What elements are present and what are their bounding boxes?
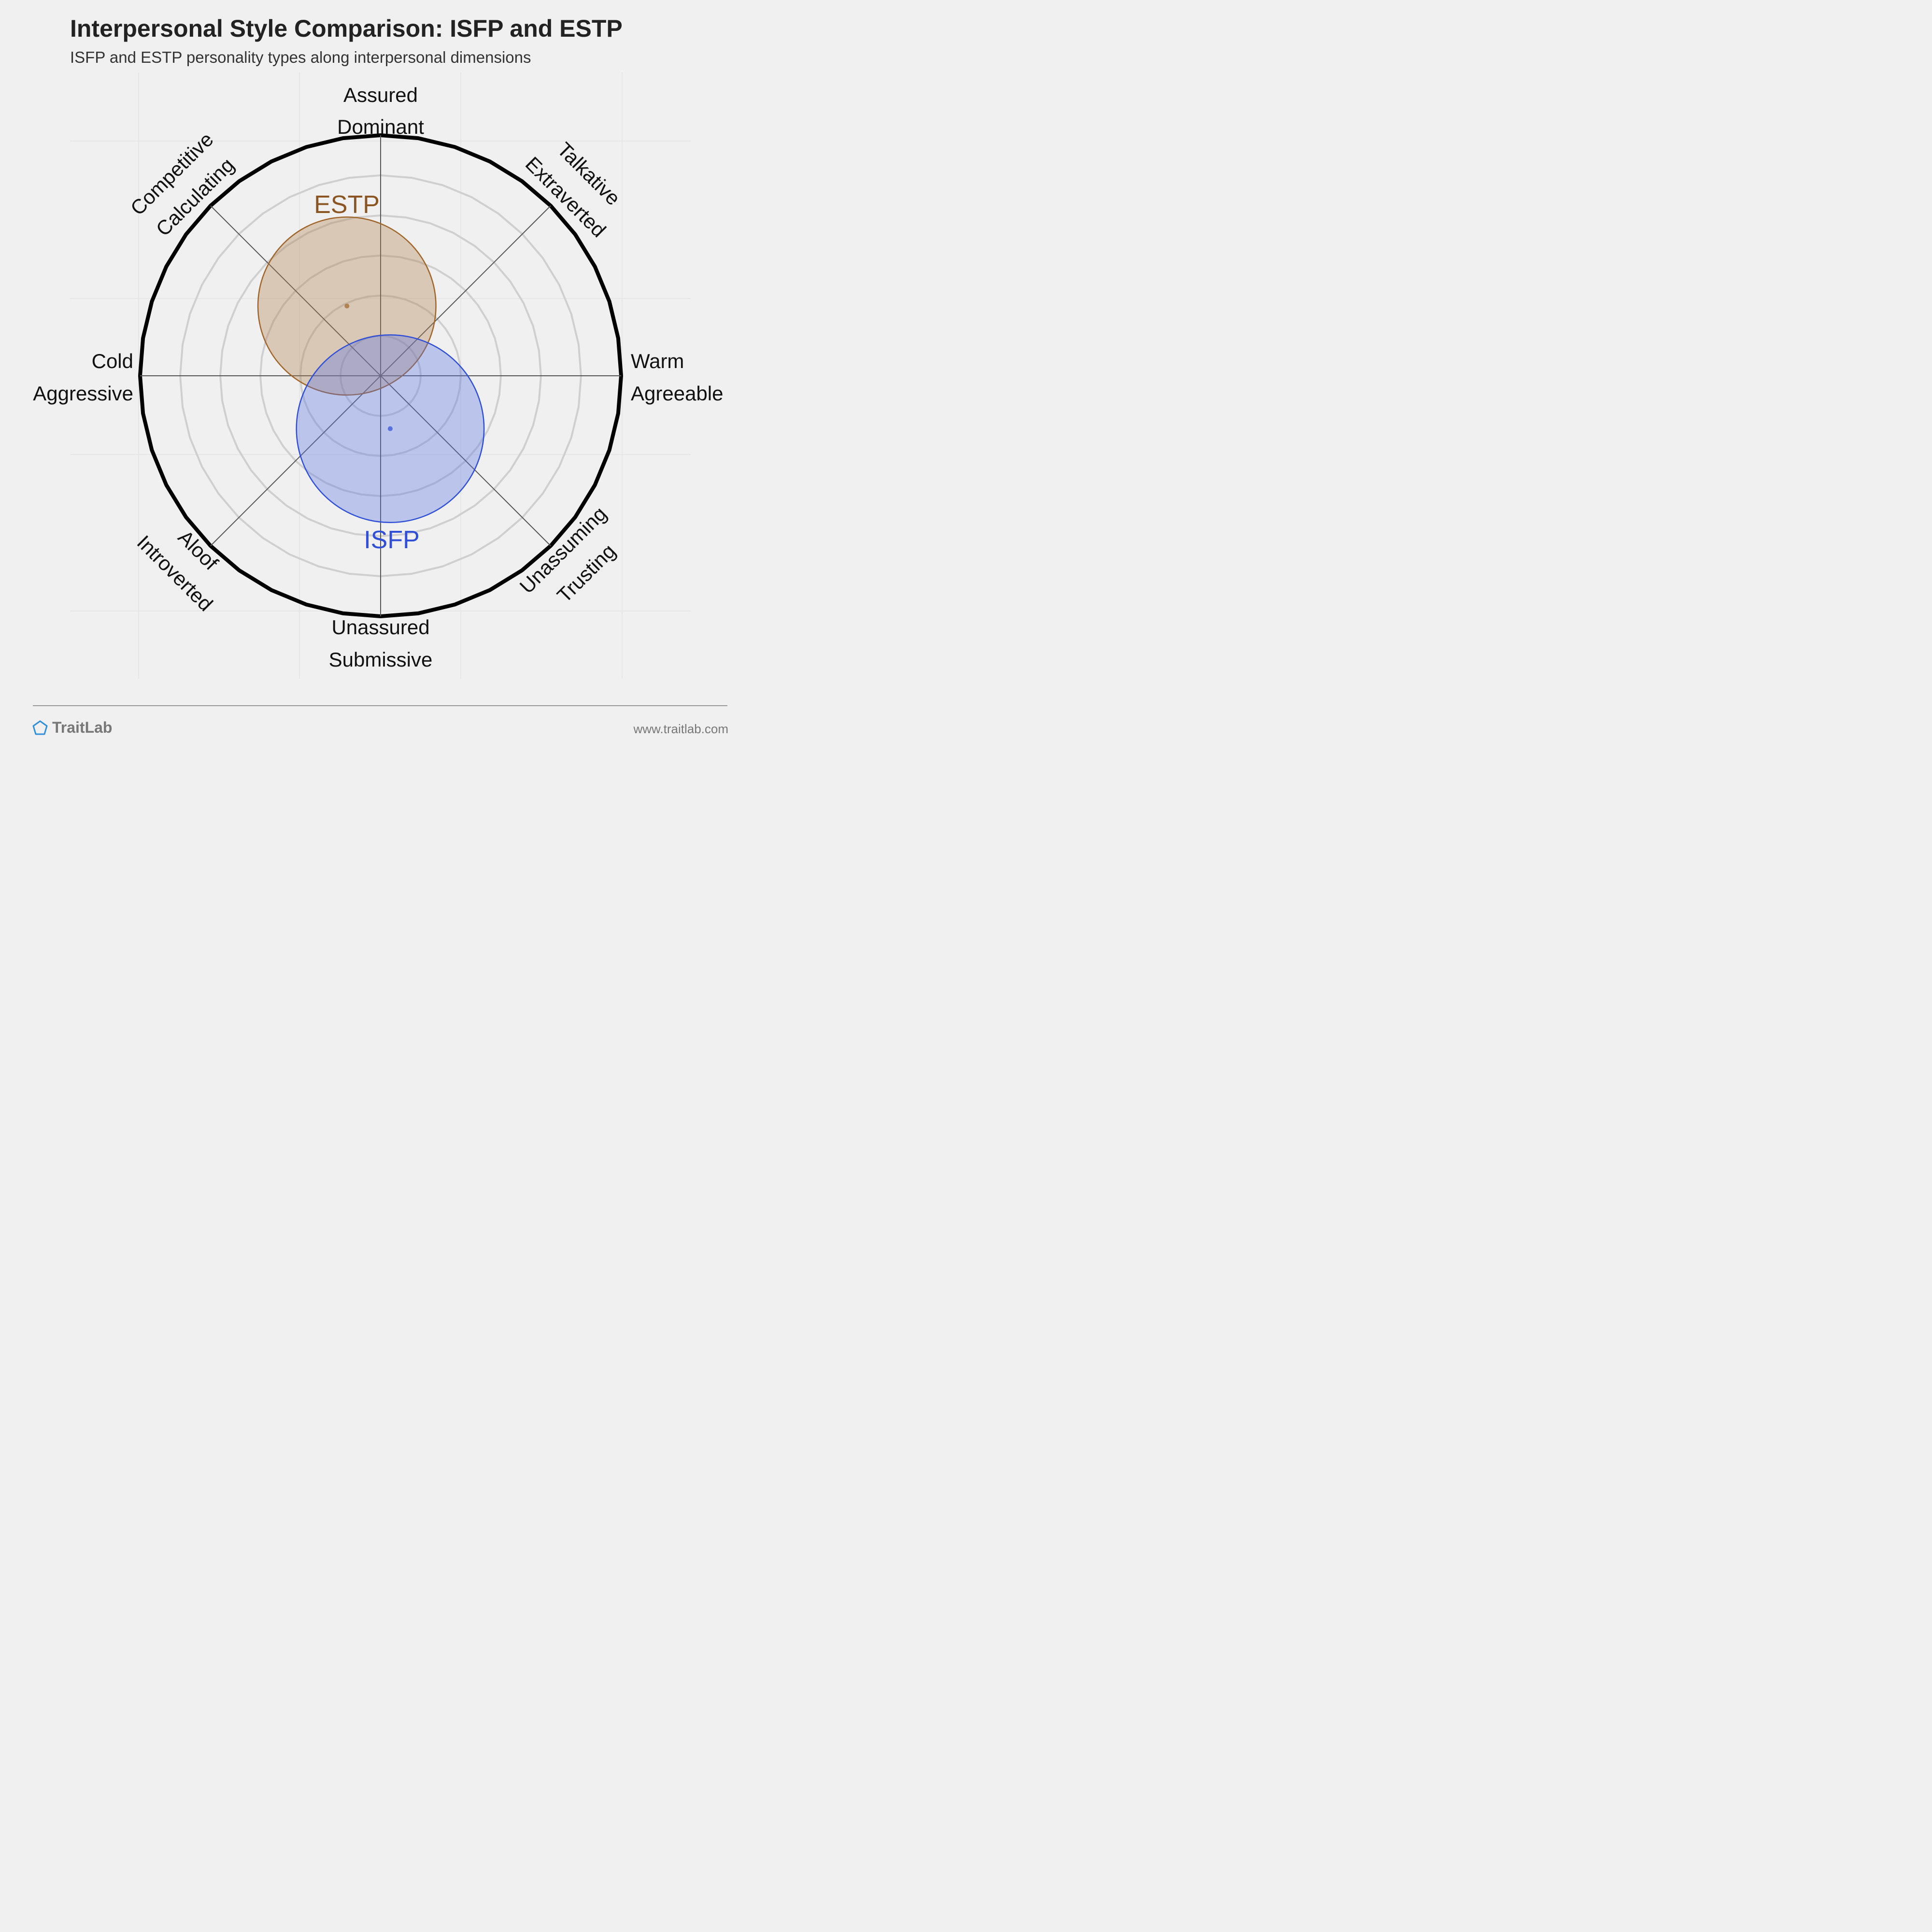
- series-circles: [257, 216, 485, 524]
- axis-label-top-2: Dominant: [337, 115, 424, 138]
- brand[interactable]: TraitLab: [32, 719, 112, 737]
- series-point-estp: [344, 303, 350, 309]
- site-url[interactable]: www.traitlab.com: [633, 722, 729, 736]
- axis-label-left-2: Aggressive: [33, 382, 133, 405]
- axis-label-top-1: Assured: [343, 84, 418, 106]
- axis-diagonal-up: [210, 205, 551, 546]
- series-label-isfp: ISFP: [364, 526, 420, 554]
- interpersonal-circle-chart: Assured Dominant Unassured Submissive Co…: [33, 72, 723, 679]
- axis-label-bottom-1: Unassured: [331, 616, 429, 639]
- axis-label-left-1: Cold: [92, 350, 133, 372]
- footer-divider: [33, 705, 727, 706]
- series-point-isfp: [387, 426, 393, 431]
- axis-label-right-1: Warm: [631, 350, 684, 372]
- axis-label-right-2: Agreeable: [631, 382, 723, 405]
- pentagon-logo-icon: [32, 720, 48, 735]
- series-label-estp: ESTP: [314, 191, 380, 219]
- brand-name: TraitLab: [52, 719, 113, 736]
- chart-title: Interpersonal Style Comparison: ISFP and…: [70, 15, 623, 42]
- axis-lines: [140, 135, 621, 616]
- chart-subtitle: ISFP and ESTP personality types along in…: [70, 48, 531, 66]
- chart-page: Interpersonal Style Comparison: ISFP and…: [0, 0, 757, 757]
- axis-label-bottom-2: Submissive: [329, 648, 433, 671]
